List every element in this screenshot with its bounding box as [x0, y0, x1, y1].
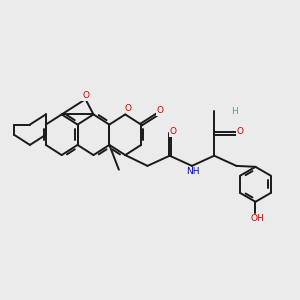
Text: O: O — [169, 128, 176, 136]
Text: O: O — [82, 92, 89, 100]
Text: O: O — [124, 103, 131, 112]
Text: O: O — [236, 128, 243, 136]
Text: O: O — [157, 106, 164, 115]
Text: NH: NH — [186, 167, 199, 176]
Text: OH: OH — [250, 214, 264, 223]
Text: H: H — [231, 107, 238, 116]
